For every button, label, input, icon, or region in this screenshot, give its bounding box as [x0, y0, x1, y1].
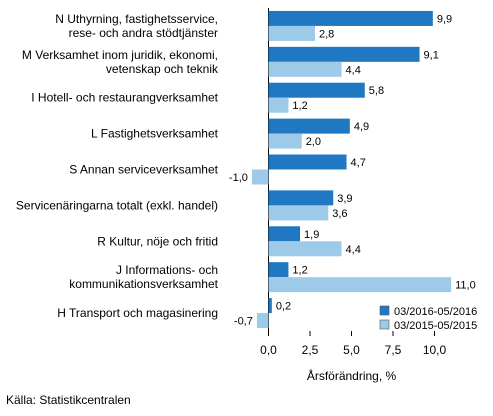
bar-2015	[268, 205, 329, 221]
x-tick-label: 2,5	[302, 343, 319, 357]
data-label: 1,9	[304, 229, 319, 241]
data-label: -0,7	[234, 316, 253, 328]
data-label: 5,8	[369, 85, 384, 97]
category-label: L Fastighetsverksamhet	[91, 127, 219, 141]
x-tick-label: 10,0	[423, 343, 447, 357]
bar-2015	[268, 25, 315, 41]
bar-2015	[268, 61, 342, 77]
bar-2016	[268, 10, 433, 26]
data-label: 4,7	[351, 157, 366, 169]
data-label: 0,2	[276, 301, 291, 313]
bar-2016	[268, 118, 350, 134]
data-label: 2,0	[306, 136, 321, 148]
category-label: H Transport och magasinering	[57, 306, 218, 320]
legend-swatch	[379, 305, 390, 316]
data-label: 1,2	[292, 100, 307, 112]
bar-2015	[256, 313, 269, 329]
legend-label: 03/2016-05/2016	[394, 306, 477, 318]
category-label: J Informations- och kommunikationsverksam…	[69, 263, 218, 291]
bar-2016	[268, 262, 289, 278]
category-label: N Uthyrning, fastighetsservice, rese- och…	[55, 12, 218, 40]
category-label: M Verksamhet inom juridik, ekonomi, veten…	[22, 48, 219, 76]
x-tick-label: 5,0	[343, 343, 360, 357]
bar-2016	[268, 46, 420, 62]
bar-2015	[268, 133, 302, 149]
data-label: -1,0	[229, 172, 248, 184]
bar-2016	[268, 190, 334, 206]
x-tick-label: 7,5	[385, 343, 402, 357]
bar-2015	[251, 169, 269, 185]
data-label: 9,9	[437, 13, 452, 25]
data-label: 3,6	[332, 208, 347, 220]
x-tick-label: 0,0	[260, 343, 277, 357]
legend-label: 03/2015-05/2015	[394, 320, 477, 332]
bar-2015	[268, 277, 452, 293]
bar-2015	[268, 97, 289, 113]
bar-2016	[268, 226, 301, 242]
data-label: 2,8	[319, 28, 334, 40]
data-label: 11,0	[455, 280, 476, 292]
data-label: 4,4	[346, 64, 361, 76]
x-axis-title: Årsförändring, %	[307, 368, 397, 383]
bar-2015	[268, 241, 342, 257]
source-note: Källa: Statistikcentralen	[6, 393, 131, 407]
bar-2016	[268, 154, 347, 170]
data-label: 3,9	[337, 193, 352, 205]
data-label: 1,2	[292, 265, 307, 277]
bar-2016	[268, 298, 272, 314]
category-label: Servicenäringarna totalt (exkl. handel)	[16, 198, 218, 212]
legend-swatch	[379, 319, 390, 330]
data-label: 4,9	[354, 121, 369, 133]
category-label: R Kultur, nöje och fritid	[97, 234, 218, 248]
category-label: I Hotell- och restaurangverksamhet	[31, 91, 218, 105]
category-label: S Annan serviceverksamhet	[69, 163, 218, 177]
data-label: 9,1	[424, 49, 439, 61]
data-label: 4,4	[346, 244, 361, 256]
bar-2016	[268, 82, 365, 98]
